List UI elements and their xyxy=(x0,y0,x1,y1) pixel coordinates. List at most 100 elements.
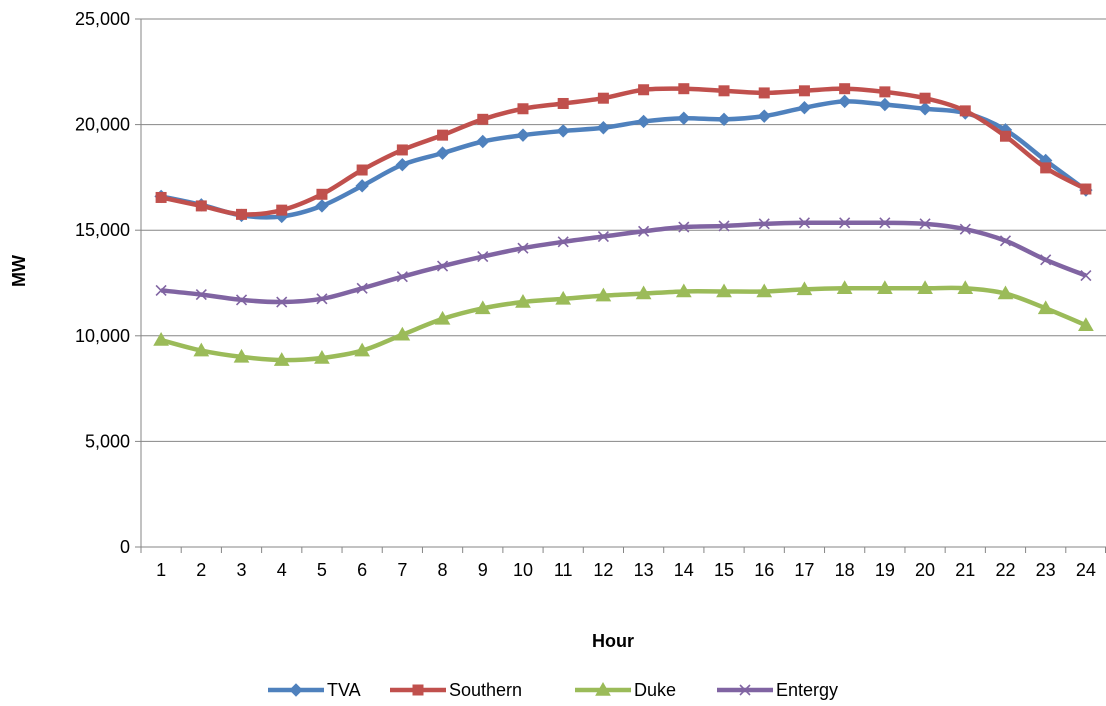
data-point xyxy=(756,283,773,298)
data-point xyxy=(395,158,410,172)
data-point xyxy=(917,280,933,295)
data-point xyxy=(474,300,491,315)
legend-label: TVA xyxy=(327,680,361,700)
x-tick-label: 1 xyxy=(156,560,166,580)
data-point xyxy=(919,218,931,230)
data-point xyxy=(1037,300,1054,315)
data-point xyxy=(678,83,690,95)
data-point xyxy=(476,134,490,149)
series-line xyxy=(160,285,1087,363)
legend: TVA Southern Duke Entergy xyxy=(268,680,838,700)
data-point xyxy=(1080,183,1092,195)
data-point xyxy=(515,294,531,308)
x-tick-label: 23 xyxy=(1036,560,1056,580)
data-point xyxy=(839,217,851,229)
y-axis-ticks: 0 5,000 10,000 15,000 20,000 25,000 xyxy=(75,9,141,557)
data-point xyxy=(396,271,408,283)
data-point xyxy=(999,235,1012,247)
data-point xyxy=(716,283,732,298)
legend-marker xyxy=(289,683,303,697)
data-point xyxy=(276,296,288,308)
data-point xyxy=(675,283,692,298)
data-point xyxy=(879,86,891,98)
data-point xyxy=(797,100,812,115)
data-point xyxy=(919,92,931,104)
x-tick-label: 8 xyxy=(438,560,448,580)
data-point xyxy=(879,217,891,229)
x-tick-label: 12 xyxy=(593,560,613,580)
x-tick-label: 24 xyxy=(1076,560,1096,580)
x-axis: 1 2 3 4 5 6 7 8 9 10 11 12 13 14 15 16 17 18 19 20 21 22 23 24 xyxy=(140,19,1106,580)
x-tick-label: 17 xyxy=(794,560,814,580)
series-tva xyxy=(154,94,1093,224)
data-point xyxy=(636,114,651,129)
data-point xyxy=(316,188,328,200)
data-point xyxy=(273,352,290,366)
data-point xyxy=(758,87,770,99)
x-tick-label: 6 xyxy=(357,560,367,580)
legend-label: Southern xyxy=(449,680,522,700)
data-point xyxy=(678,221,690,233)
data-point xyxy=(437,129,449,141)
data-point xyxy=(517,103,529,115)
x-axis-title: Hour xyxy=(592,631,634,651)
data-point xyxy=(918,102,932,116)
data-point xyxy=(758,218,770,230)
data-point xyxy=(556,124,570,138)
series-line xyxy=(160,220,1087,305)
data-point xyxy=(878,97,892,112)
data-point xyxy=(1040,254,1052,266)
x-tick-label: 4 xyxy=(277,560,287,580)
data-point xyxy=(997,285,1014,300)
y-tick-label: 25,000 xyxy=(75,9,130,29)
x-tick-label: 5 xyxy=(317,560,327,580)
y-tick-label: 0 xyxy=(120,537,130,557)
data-point xyxy=(557,97,569,109)
data-point xyxy=(638,225,650,237)
data-point xyxy=(316,293,328,305)
x-tick-label: 3 xyxy=(237,560,247,580)
data-point xyxy=(314,349,330,364)
series-duke xyxy=(153,280,1094,366)
legend-item-tva: TVA xyxy=(268,680,361,700)
x-tick-label: 19 xyxy=(875,560,895,580)
gridlines xyxy=(141,18,1106,442)
data-point xyxy=(957,280,974,295)
x-tick-label: 21 xyxy=(955,560,975,580)
data-point xyxy=(235,294,248,306)
data-point xyxy=(959,223,971,235)
data-point xyxy=(635,285,652,300)
data-point xyxy=(394,326,411,341)
data-point xyxy=(757,109,771,123)
x-tick-label: 18 xyxy=(835,560,855,580)
x-tick-label: 22 xyxy=(995,560,1015,580)
data-point xyxy=(718,220,730,232)
data-point xyxy=(798,85,810,97)
y-axis-title: MW xyxy=(9,255,29,287)
legend-marker xyxy=(595,681,611,696)
data-point xyxy=(315,199,329,213)
data-point xyxy=(356,282,368,294)
data-point xyxy=(193,342,210,357)
data-point xyxy=(356,164,368,176)
data-point xyxy=(959,105,971,117)
data-point xyxy=(354,342,371,357)
data-point xyxy=(839,83,851,95)
series-entergy xyxy=(155,217,1092,308)
data-point xyxy=(717,112,731,127)
x-tick-label: 15 xyxy=(714,560,734,580)
data-point xyxy=(596,121,611,135)
data-point xyxy=(276,204,288,216)
data-point xyxy=(516,128,530,142)
data-point xyxy=(999,130,1011,142)
data-point xyxy=(396,144,408,156)
series-line xyxy=(160,86,1087,217)
data-point xyxy=(597,92,609,104)
y-tick-label: 15,000 xyxy=(75,220,130,240)
data-point xyxy=(436,260,449,272)
data-point xyxy=(876,280,893,295)
series-layer xyxy=(153,83,1094,366)
data-point xyxy=(836,280,853,295)
x-tick-label: 2 xyxy=(196,560,206,580)
